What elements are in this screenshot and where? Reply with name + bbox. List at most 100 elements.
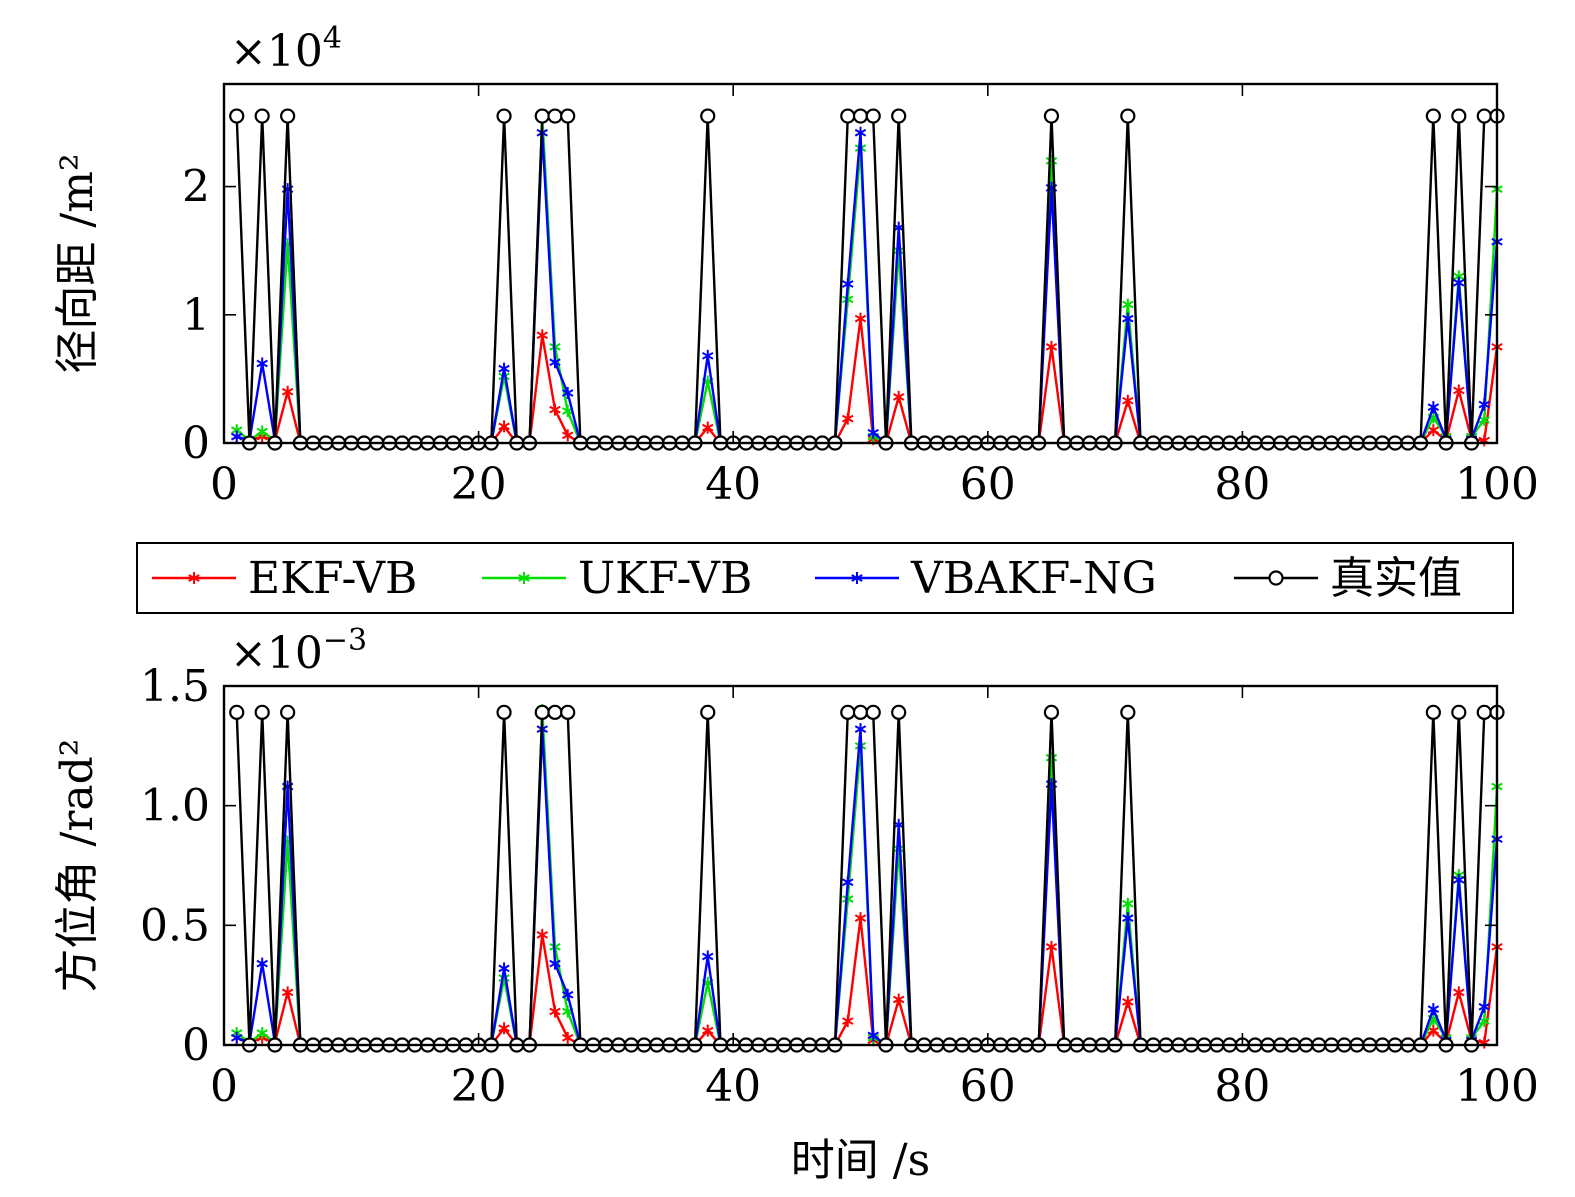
data-point xyxy=(560,108,576,124)
x-tick-label: 60 xyxy=(960,1061,1016,1112)
data-point xyxy=(842,278,854,291)
series-EKF-VB xyxy=(231,312,1503,449)
data-point xyxy=(1425,704,1441,720)
x-tick-label: 40 xyxy=(705,459,761,510)
data-point xyxy=(536,329,548,342)
data-point xyxy=(254,108,270,124)
exponent-label: ×10−3 xyxy=(230,623,367,679)
y-axis-label: 方位角 /rad² xyxy=(52,739,103,993)
data-point xyxy=(1427,1003,1440,1016)
data-point xyxy=(865,704,881,720)
data-point xyxy=(547,108,563,124)
plot-area xyxy=(229,703,1505,1053)
x-tick-label: 100 xyxy=(1455,459,1539,510)
data-point xyxy=(1478,398,1490,411)
y-tick-label: 1.5 xyxy=(140,661,210,712)
data-point xyxy=(854,912,867,925)
data-point xyxy=(231,430,243,443)
data-point xyxy=(1122,298,1134,311)
data-point xyxy=(496,108,512,124)
data-point xyxy=(1120,704,1136,720)
legend: EKF-VB UKF-VB VBAKF-NG 真实值 xyxy=(136,542,1514,614)
data-point xyxy=(891,704,907,720)
data-point xyxy=(229,108,245,124)
series-EKF-VB xyxy=(231,912,1503,1051)
exponent-label: ×104 xyxy=(230,21,342,77)
data-point xyxy=(256,957,268,970)
data-point xyxy=(560,704,576,720)
data-point xyxy=(256,357,268,370)
panel-radial-distance: 0 20 40 60 80 100 0 1 2 ×104 径向距 /m² xyxy=(52,21,1539,510)
data-point xyxy=(1045,154,1058,167)
y-tick-label: 0.5 xyxy=(140,900,210,951)
series-line xyxy=(236,131,1499,445)
data-point xyxy=(1427,424,1440,437)
data-point xyxy=(867,1029,879,1042)
x-tick-label: 20 xyxy=(451,1061,507,1112)
data-point xyxy=(280,108,296,124)
data-point xyxy=(498,1022,510,1035)
data-point xyxy=(840,704,856,720)
x-tick-label: 60 xyxy=(960,459,1016,510)
data-point xyxy=(561,1031,574,1044)
data-point xyxy=(1453,986,1465,999)
data-point xyxy=(1427,1024,1440,1037)
data-point xyxy=(1451,108,1467,124)
axes-frame xyxy=(222,82,1499,445)
y-tick-label: 2 xyxy=(182,162,210,213)
data-point xyxy=(1451,704,1467,720)
legend-label: UKF-VB xyxy=(578,553,752,604)
series-line xyxy=(236,317,1499,445)
data-point xyxy=(891,108,907,124)
x-tick-label: 0 xyxy=(210,1061,238,1112)
data-point xyxy=(854,312,867,325)
series-line xyxy=(236,727,1499,1047)
data-point xyxy=(892,390,905,403)
data-point xyxy=(1043,704,1060,720)
x-tick-label: 80 xyxy=(1214,1061,1270,1112)
data-point xyxy=(865,108,881,124)
data-point xyxy=(229,704,245,720)
data-point xyxy=(700,704,716,720)
data-point xyxy=(498,962,510,975)
data-point xyxy=(561,988,574,1001)
data-point xyxy=(840,108,856,124)
data-point xyxy=(1478,1000,1490,1013)
data-point xyxy=(1453,276,1465,289)
data-point xyxy=(1425,108,1441,124)
data-point xyxy=(534,704,550,720)
legend-entry: UKF-VB xyxy=(482,553,752,604)
data-point xyxy=(1427,401,1440,414)
data-point xyxy=(498,362,510,375)
y-tick-label: 0 xyxy=(182,418,210,469)
x-tick-label: 0 xyxy=(210,459,238,510)
data-point xyxy=(1122,312,1134,325)
data-point xyxy=(702,421,714,434)
data-point xyxy=(702,1024,714,1037)
data-point xyxy=(549,957,561,970)
data-point xyxy=(842,412,854,425)
data-point xyxy=(549,403,561,416)
y-axis-label: 径向距 /m² xyxy=(52,153,103,373)
legend-entry: 真实值 xyxy=(1234,553,1462,604)
data-point xyxy=(561,429,574,442)
data-point xyxy=(549,356,561,369)
legend-label: VBAKF-NG xyxy=(910,553,1157,604)
y-tick-label: 1.0 xyxy=(140,781,210,832)
data-point xyxy=(281,986,294,999)
legend-label: 真实值 xyxy=(1330,553,1462,604)
legend-marker xyxy=(518,572,530,584)
x-tick-label: 80 xyxy=(1214,459,1270,510)
series-line xyxy=(236,917,1499,1047)
data-point xyxy=(231,1031,243,1044)
data-point xyxy=(256,425,268,438)
legend-entry: EKF-VB xyxy=(152,553,417,604)
data-point xyxy=(700,108,716,124)
data-point xyxy=(280,704,296,720)
data-point xyxy=(852,108,869,124)
series-VBAKF-NG xyxy=(231,126,1503,449)
x-tick-label: 20 xyxy=(451,459,507,510)
data-point xyxy=(854,723,867,736)
data-point xyxy=(256,1027,268,1040)
